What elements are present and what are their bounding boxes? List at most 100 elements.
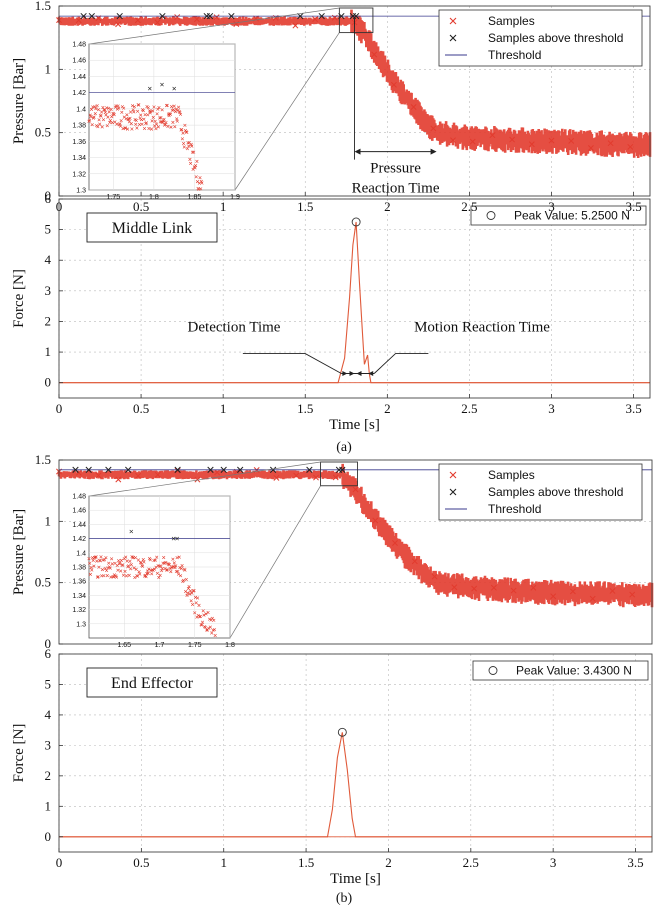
annotation-label: Pressure — [370, 161, 421, 177]
sample-point — [548, 137, 555, 144]
above-threshold-point — [228, 12, 235, 20]
inset-sample-point — [110, 562, 114, 566]
inset-sample-point — [125, 559, 129, 563]
x-tick-label: 2 — [385, 855, 392, 870]
inset-sample-point — [119, 119, 123, 123]
inset-sample-point — [136, 558, 141, 562]
inset-sample-point — [100, 567, 105, 572]
sample-point — [490, 584, 497, 591]
inset-sample-point — [172, 104, 176, 108]
inset-sample-point — [123, 126, 128, 130]
x-tick-label: 3 — [550, 855, 557, 870]
inset-sample-point — [183, 568, 187, 572]
inset-sample-point — [198, 176, 202, 180]
inset-sample-point — [213, 633, 217, 638]
y-tick-label: 0 — [45, 188, 52, 203]
sample-point — [390, 81, 397, 88]
inset-y-tick-label: 1.32 — [72, 607, 86, 614]
inset-sample-point — [192, 588, 196, 593]
above-threshold-point — [237, 466, 244, 473]
inset-sample-point — [188, 589, 193, 593]
inset-sample-point — [175, 117, 179, 121]
inset-sample-point — [110, 120, 114, 125]
inset-sample-point — [142, 117, 146, 121]
peak-legend-box — [470, 205, 647, 226]
inset-sample-point — [96, 108, 101, 112]
inset-sample-point — [164, 560, 168, 565]
inset-sample-point — [128, 567, 133, 571]
inset-sample-point — [154, 127, 158, 131]
inset-sample-point — [169, 104, 174, 109]
sample-point — [194, 476, 201, 483]
inset-sample-point — [189, 142, 193, 147]
inset-sample-point — [169, 125, 173, 129]
above-threshold-point — [116, 12, 123, 20]
inset-sample-point — [144, 575, 148, 579]
inset-sample-point — [97, 118, 101, 122]
panel-label-box — [86, 667, 218, 698]
inset-sample-point — [212, 628, 217, 632]
zoom-region-box — [320, 461, 358, 487]
zoom-connector-line — [88, 461, 321, 497]
legend-entry: Samples above threshold — [488, 485, 623, 499]
inset-sample-point — [137, 122, 142, 127]
inset-sample-point — [184, 577, 188, 582]
inset-sample-point — [185, 130, 189, 135]
inset-sample-point — [210, 616, 215, 620]
sample-point — [273, 474, 280, 481]
inset-sample-point — [88, 572, 93, 577]
inset-sample-point — [195, 596, 200, 600]
inset-sample-point — [141, 108, 145, 113]
inset-sample-point — [142, 560, 146, 564]
sample-point — [469, 138, 476, 145]
above-threshold-point — [207, 466, 214, 473]
inset-sample-point — [146, 106, 150, 110]
inset-y-tick-label: 1.46 — [72, 58, 86, 65]
inset-sample-point — [150, 119, 154, 123]
inset-sample-point — [148, 558, 152, 562]
inset-sample-point — [176, 105, 181, 109]
sample-point — [471, 585, 478, 592]
inset-sample-point — [167, 563, 172, 567]
above-threshold-point — [85, 466, 92, 473]
inset-sample-point — [118, 122, 122, 126]
inset-sample-point — [92, 564, 96, 568]
inset-sample-point — [112, 113, 116, 117]
inset-sample-point — [176, 569, 180, 574]
inset-x-tick-label: 1.9 — [230, 194, 240, 201]
inset-sample-point — [180, 137, 185, 141]
sample-point — [550, 593, 557, 600]
inset-sample-point — [200, 620, 205, 624]
inset-sample-point — [102, 574, 106, 578]
inset-sample-point — [203, 625, 207, 629]
inset-sample-point — [159, 564, 163, 568]
x-tick-label: 2.5 — [461, 199, 477, 214]
inset-sample-point — [106, 106, 111, 110]
inset-sample-point — [108, 120, 112, 125]
sample-point — [607, 140, 614, 147]
sample-point — [569, 588, 576, 595]
sample-point — [450, 137, 456, 144]
inset-y-tick-label: 1.4 — [76, 106, 86, 113]
legend-entry: Samples — [488, 468, 535, 482]
inset-sample-point — [129, 562, 133, 567]
y-tick-label: 2 — [45, 313, 52, 328]
inset-y-tick-label: 1.34 — [72, 155, 86, 162]
inset-sample-point — [98, 559, 102, 563]
inset-sample-point — [141, 557, 145, 562]
inset-sample-point — [183, 589, 188, 594]
time-annotation-arrowheads — [342, 371, 374, 377]
inset-sample-point — [194, 175, 198, 179]
inset-sample-point — [92, 115, 96, 119]
x-tick-label: 0 — [56, 199, 63, 214]
inset-sample-point — [185, 593, 189, 598]
inset-sample-point — [181, 131, 185, 135]
inset-sample-point — [105, 106, 109, 110]
y-tick-label: 3 — [45, 737, 52, 752]
inset-sample-point — [174, 569, 179, 574]
x-tick-label: 0 — [56, 855, 63, 870]
legend-box — [438, 463, 643, 521]
y-tick-label: 0 — [45, 829, 52, 844]
inset-sample-point — [96, 575, 100, 579]
inset-sample-point — [128, 110, 133, 114]
